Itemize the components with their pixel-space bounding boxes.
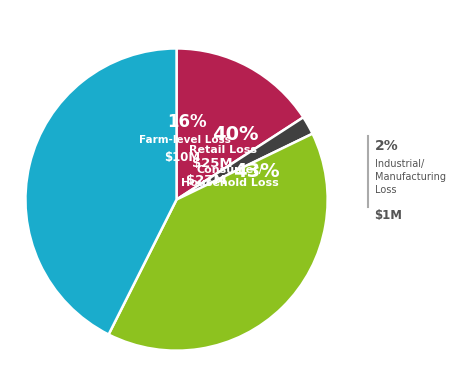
Text: 16%: 16% [168,113,207,131]
Text: 43%: 43% [233,162,280,181]
Text: $25M: $25M [191,157,232,170]
Text: Industrial/
Manufacturing
Loss: Industrial/ Manufacturing Loss [374,159,446,195]
Wedge shape [176,48,303,200]
Wedge shape [109,134,328,351]
Text: Retail Loss: Retail Loss [189,144,257,154]
Text: $10M: $10M [164,151,201,164]
Text: 2%: 2% [374,139,398,153]
Wedge shape [176,118,312,200]
Wedge shape [26,48,176,334]
Text: Consumer/
Household Loss: Consumer/ Household Loss [181,165,279,188]
Text: 40%: 40% [212,124,258,144]
Text: $27M: $27M [186,174,227,187]
Text: $1M: $1M [374,209,402,222]
Text: Farm-level Loss: Farm-level Loss [139,135,231,145]
